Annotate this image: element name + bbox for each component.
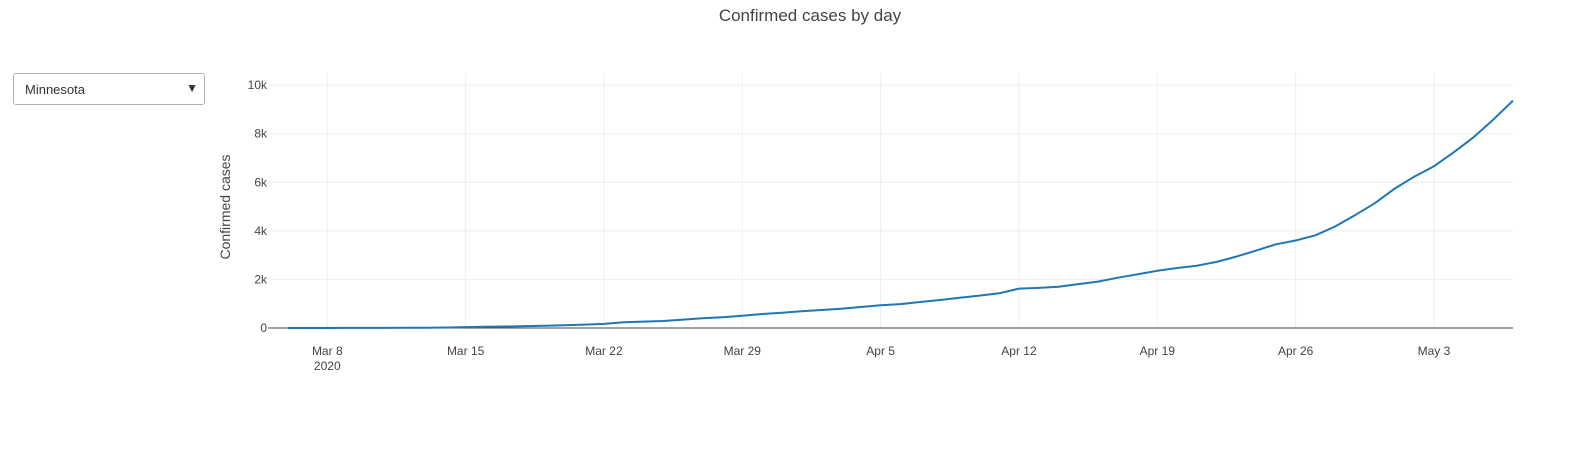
x-tick-label: Mar 22 — [585, 344, 623, 358]
y-axis-label: Confirmed cases — [217, 154, 233, 259]
chart-title: Confirmed cases by day — [718, 6, 902, 25]
y-tick-label: 0 — [260, 321, 267, 335]
x-tick-label: Apr 5 — [866, 344, 895, 358]
x-tick-label: Mar 15 — [447, 344, 485, 358]
x-tick-label: Apr 26 — [1278, 344, 1314, 358]
y-tick-label: 2k — [254, 272, 268, 286]
grid-lines — [268, 73, 1513, 329]
state-select-value: Minnesota — [25, 82, 85, 97]
x-tick-label: Apr 12 — [1001, 344, 1037, 358]
y-tick-label: 6k — [254, 175, 268, 189]
x-tick-label: Mar 8 — [312, 344, 343, 358]
series-line — [287, 99, 1514, 329]
x-tick-label: Mar 29 — [724, 344, 762, 358]
x-tick-label: May 3 — [1418, 344, 1451, 358]
chevron-down-icon: ▼ — [186, 81, 198, 95]
state-select-dropdown[interactable]: Minnesota ▼ — [13, 73, 205, 105]
y-tick-label: 10k — [248, 78, 268, 92]
series-layer — [287, 99, 1514, 329]
y-tick-label: 8k — [254, 127, 268, 141]
y-tick-label: 4k — [254, 224, 268, 238]
x-tick-sublabel: 2020 — [314, 359, 341, 373]
x-tick-label: Apr 19 — [1140, 344, 1176, 358]
